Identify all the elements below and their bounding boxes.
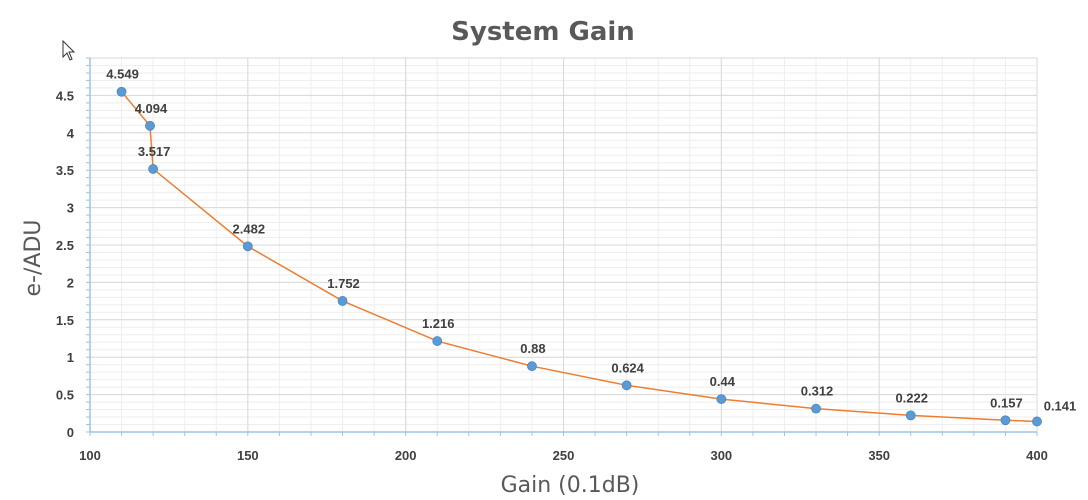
y-tick-label: 2 (67, 275, 74, 290)
data-label: 4.094 (135, 101, 168, 116)
major-grid (89, 57, 1038, 433)
data-point (116, 86, 127, 97)
y-tick-label: 1.5 (56, 313, 74, 328)
tick-labels: 100 150 200 250 300 350 400 0 0.5 1 1.5 2 2.5 3 3.5 4 4.… (56, 88, 1048, 463)
x-tick-label: 350 (868, 448, 890, 463)
data-label: 1.752 (327, 276, 360, 291)
x-tick-label: 400 (1026, 448, 1048, 463)
x-tick-label: 200 (395, 448, 417, 463)
x-tick-label: 150 (237, 448, 259, 463)
x-axis-title: Gain (0.1dB) (501, 473, 640, 498)
data-series (116, 86, 1042, 427)
data-label: 0.157 (990, 395, 1023, 410)
axes (86, 57, 1038, 436)
data-label: 2.482 (233, 221, 266, 236)
data-point (1000, 415, 1011, 426)
data-label: 0.222 (895, 390, 928, 405)
data-point (527, 361, 537, 372)
data-label: 0.44 (710, 374, 736, 389)
mouse-pointer-icon (62, 40, 76, 61)
y-tick-label: 2.5 (56, 238, 74, 253)
x-tick-label: 100 (79, 448, 101, 463)
data-point (145, 120, 155, 131)
x-tick-label: 300 (710, 448, 732, 463)
y-tick-label: 4.5 (56, 88, 74, 103)
data-point (621, 380, 632, 391)
data-point (905, 410, 916, 421)
data-point (1032, 416, 1042, 427)
data-label: 0.624 (611, 360, 644, 375)
data-label: 0.88 (520, 341, 545, 356)
data-point (811, 403, 821, 414)
x-tick-label: 250 (553, 448, 575, 463)
y-axis-title: e-/ADU (21, 220, 46, 297)
data-label: 0.141 (1044, 398, 1077, 413)
data-label: 1.216 (422, 316, 455, 331)
data-labels: 4.549 4.094 3.517 2.482 1.752 1.216 0.88 0.624 0… (106, 67, 1076, 414)
data-point (148, 164, 159, 174)
data-point (337, 296, 348, 306)
y-tick-label: 0 (67, 425, 74, 440)
data-label: 3.517 (138, 144, 171, 159)
data-point (432, 336, 443, 346)
y-tick-label: 4 (67, 126, 75, 141)
y-tick-label: 1 (67, 350, 74, 365)
data-label: 4.549 (106, 67, 139, 82)
y-tick-label: 3 (67, 201, 74, 216)
data-point (242, 241, 253, 252)
data-label: 0.312 (801, 384, 834, 399)
y-tick-label: 3.5 (56, 163, 74, 178)
data-point (716, 394, 727, 404)
chart-title: System Gain (451, 17, 635, 47)
y-tick-label: 0.5 (56, 388, 74, 403)
